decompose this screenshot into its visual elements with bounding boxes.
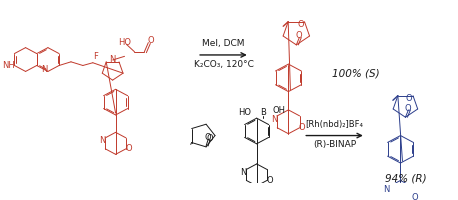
Text: N: N — [41, 65, 47, 74]
Text: O: O — [295, 31, 302, 40]
Text: O: O — [404, 104, 411, 113]
Text: N: N — [383, 185, 390, 194]
Text: (R)-BINAP: (R)-BINAP — [313, 140, 356, 149]
Text: 100% (S): 100% (S) — [332, 68, 380, 78]
Text: O: O — [125, 144, 132, 153]
Text: O: O — [205, 133, 212, 142]
Text: O: O — [299, 123, 305, 132]
Text: O: O — [297, 20, 304, 29]
Text: O: O — [207, 134, 213, 143]
Text: N: N — [99, 136, 106, 145]
Text: MeI, DCM: MeI, DCM — [202, 39, 245, 48]
Text: N: N — [109, 55, 116, 64]
Text: O: O — [147, 36, 153, 45]
Text: OH: OH — [273, 106, 285, 115]
Text: O: O — [411, 193, 418, 200]
Text: N: N — [271, 115, 278, 124]
Text: HO: HO — [119, 38, 131, 47]
Text: [Rh(nbd)₂]BF₄: [Rh(nbd)₂]BF₄ — [305, 120, 364, 129]
Text: K₂CO₃, 120°C: K₂CO₃, 120°C — [193, 60, 253, 69]
Text: O: O — [266, 176, 273, 185]
Text: B: B — [260, 108, 266, 117]
Text: N: N — [240, 168, 247, 177]
Text: F: F — [93, 52, 98, 61]
Text: NH: NH — [2, 61, 15, 70]
Text: 94% (R): 94% (R) — [385, 174, 426, 184]
Text: HO: HO — [238, 108, 251, 117]
Text: O: O — [406, 94, 412, 103]
